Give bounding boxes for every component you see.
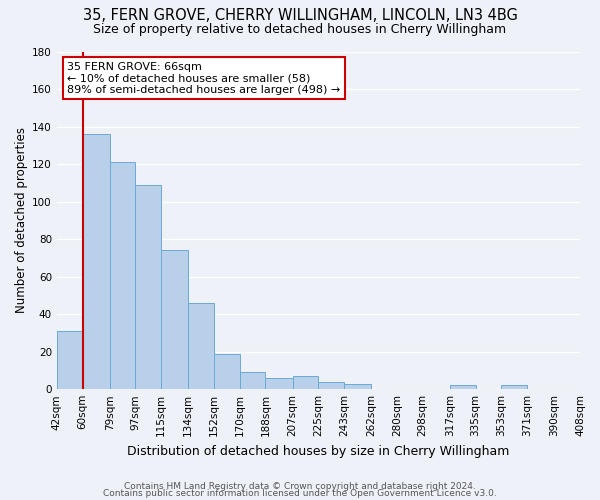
Bar: [214, 354, 240, 389]
Text: Size of property relative to detached houses in Cherry Willingham: Size of property relative to detached ho…: [94, 22, 506, 36]
Bar: [240, 372, 265, 389]
Y-axis label: Number of detached properties: Number of detached properties: [15, 128, 28, 314]
Text: 35, FERN GROVE, CHERRY WILLINGHAM, LINCOLN, LN3 4BG: 35, FERN GROVE, CHERRY WILLINGHAM, LINCO…: [83, 8, 517, 22]
Text: Contains HM Land Registry data © Crown copyright and database right 2024.: Contains HM Land Registry data © Crown c…: [124, 482, 476, 491]
Bar: [57, 331, 83, 389]
X-axis label: Distribution of detached houses by size in Cherry Willingham: Distribution of detached houses by size …: [127, 444, 509, 458]
Bar: [161, 250, 188, 389]
Bar: [265, 378, 293, 389]
Bar: [319, 382, 344, 389]
Text: 35 FERN GROVE: 66sqm
← 10% of detached houses are smaller (58)
89% of semi-detac: 35 FERN GROVE: 66sqm ← 10% of detached h…: [67, 62, 340, 95]
Bar: [344, 384, 371, 389]
Text: Contains public sector information licensed under the Open Government Licence v3: Contains public sector information licen…: [103, 490, 497, 498]
Bar: [136, 184, 161, 389]
Bar: [188, 303, 214, 389]
Bar: [502, 386, 527, 389]
Bar: [450, 386, 476, 389]
Bar: [83, 134, 110, 389]
Bar: [110, 162, 136, 389]
Bar: [293, 376, 319, 389]
